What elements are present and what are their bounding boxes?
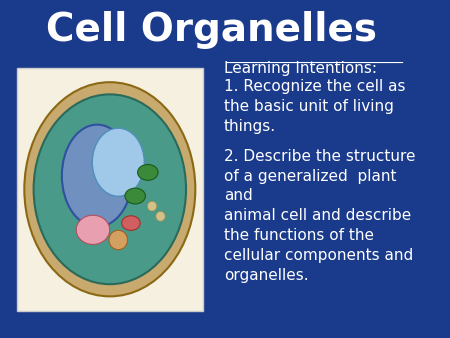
Ellipse shape xyxy=(62,125,132,227)
Text: Learning Intentions:: Learning Intentions: xyxy=(224,61,377,76)
Text: 2. Describe the structure
of a generalized  plant
and
animal cell and describe
t: 2. Describe the structure of a generaliz… xyxy=(224,149,415,283)
Text: Cell Organelles: Cell Organelles xyxy=(46,11,377,49)
Ellipse shape xyxy=(24,82,195,296)
Ellipse shape xyxy=(156,212,165,221)
Text: 1. Recognize the cell as
the basic unit of living
things.: 1. Recognize the cell as the basic unit … xyxy=(224,79,405,134)
Ellipse shape xyxy=(34,94,186,284)
Ellipse shape xyxy=(148,201,157,211)
Ellipse shape xyxy=(76,215,110,244)
Ellipse shape xyxy=(122,216,140,231)
Ellipse shape xyxy=(92,128,144,196)
Ellipse shape xyxy=(138,165,158,180)
FancyBboxPatch shape xyxy=(17,68,203,311)
Ellipse shape xyxy=(109,230,127,250)
Ellipse shape xyxy=(125,188,145,204)
